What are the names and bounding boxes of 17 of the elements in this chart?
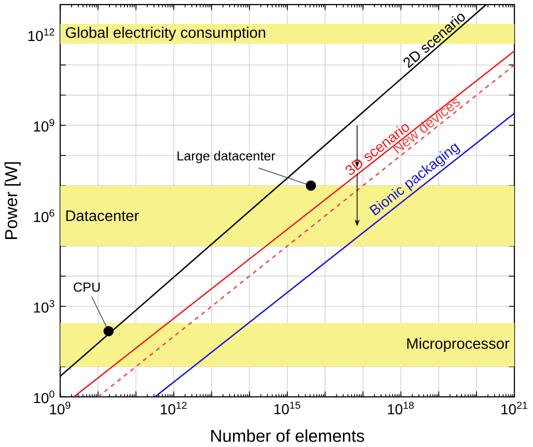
x-tick-label: 10$^{9}$ [50, 402, 70, 415]
x-tick-label: 10$^{18}$ [388, 402, 414, 415]
y-tick-label: 10$^{3}$ [34, 300, 54, 313]
band-label: Microprocessor [407, 338, 510, 352]
x-tick-label: 10$^{15}$ [274, 402, 300, 415]
band-label: Global electricity consumption [66, 27, 266, 42]
text: CPU [74, 282, 100, 292]
y-tick-label: 10$^{0}$ [34, 390, 54, 404]
text: Large datacenter [178, 151, 276, 164]
x-tick-label: 10$^{12}$ [160, 402, 187, 415]
y-tick-label: 10$^{9}$ [34, 119, 54, 132]
y-tick-label: 10$^{6}$ [34, 210, 54, 222]
y-axis-title: Power [W] [4, 162, 21, 240]
band-label: Datacenter [66, 210, 139, 222]
x-tick-label: 10$^{21}$ [502, 402, 528, 415]
y-tick-label: 10$^{12}$ [28, 28, 54, 42]
x-axis-title: Number of elements [211, 430, 364, 442]
